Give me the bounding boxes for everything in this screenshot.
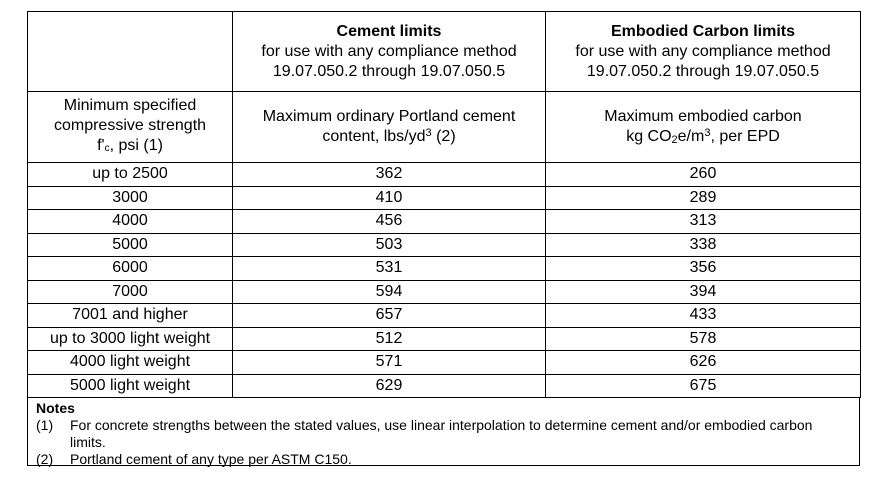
cement-note-ref: (2): [431, 128, 456, 145]
carbon-limits-line2: 19.07.050.2 through 19.07.050.5: [586, 62, 820, 80]
carbon-cell: 356: [545, 256, 861, 281]
cement-units-sup: 3: [425, 127, 432, 139]
cement-limits-title: Cement limits: [336, 22, 442, 40]
header-carbon-cell: Embodied Carbon limits for use with any …: [545, 11, 861, 92]
cement-limits-line1: for use with any compliance method: [261, 42, 517, 60]
co2-subscript: 2: [671, 134, 678, 146]
table-row: 5000 light weight 629 675: [27, 373, 861, 398]
carbon-units-sup: 3: [704, 127, 711, 139]
carbon-cell: 578: [545, 326, 861, 351]
strength-cell: 6000: [27, 256, 233, 281]
strength-cell: 4000 light weight: [27, 350, 233, 375]
table-row: 4000 light weight 571 626: [27, 350, 861, 375]
carbon-cell: 433: [545, 303, 861, 328]
cement-cell: 657: [232, 303, 546, 328]
strength-cell: 5000 light weight: [27, 373, 233, 398]
fc-symbol: f': [97, 136, 105, 154]
cement-header-line1: Maximum ordinary Portland cement: [262, 108, 516, 125]
strength-column-header: Minimum specified compressive strength f…: [27, 91, 233, 163]
cement-cell: 456: [232, 209, 546, 234]
note-text: Portland cement of any type per ASTM C15…: [70, 451, 352, 467]
carbon-header-line1: Maximum embodied carbon: [604, 108, 802, 125]
table-row: 6000 531 356: [27, 256, 861, 281]
fc-subscript: c: [104, 142, 110, 154]
carbon-cell: 675: [545, 373, 861, 398]
fc-units: , psi (1): [109, 136, 163, 154]
cement-units: content, lbs/yd: [322, 128, 426, 145]
carbon-cell: 626: [545, 350, 861, 375]
strength-cell: up to 3000 light weight: [27, 326, 233, 351]
cement-column-header: Maximum ordinary Portland cement content…: [232, 91, 546, 163]
cement-limits-line2: 19.07.050.2 through 19.07.050.5: [272, 62, 506, 80]
cement-cell: 410: [232, 185, 546, 210]
strength-header-line2: compressive strength: [53, 116, 207, 134]
cement-cell: 594: [232, 279, 546, 304]
note-number: (2): [36, 451, 54, 467]
carbon-cell: 289: [545, 185, 861, 210]
cement-cell: 503: [232, 232, 546, 257]
note-text: For concrete strengths between the state…: [70, 417, 813, 450]
subheader-row: Minimum specified compressive strength f…: [27, 91, 861, 163]
carbon-column-header: Maximum embodied carbon kg CO2e/m3, per …: [545, 91, 861, 163]
strength-cell: 5000: [27, 232, 233, 257]
note-number: (1): [36, 417, 54, 433]
carbon-limits-title: Embodied Carbon limits: [610, 22, 795, 40]
header-cement-cell: Cement limits for use with any complianc…: [232, 11, 546, 92]
carbon-cell: 260: [545, 162, 861, 187]
strength-cell: 7000: [27, 279, 233, 304]
table-row: up to 2500 362 260: [27, 162, 861, 187]
limits-table: Cement limits for use with any complianc…: [27, 11, 861, 398]
notes-title: Notes: [36, 400, 75, 416]
carbon-units-b: e/m: [677, 128, 705, 145]
strength-header-line1: Minimum specified: [63, 96, 197, 114]
header-row: Cement limits for use with any complianc…: [27, 11, 861, 92]
table-row: up to 3000 light weight 512 578: [27, 326, 861, 351]
note-item: (2) Portland cement of any type per ASTM…: [36, 451, 859, 468]
cement-cell: 629: [232, 373, 546, 398]
cement-cell: 531: [232, 256, 546, 281]
carbon-cell: 338: [545, 232, 861, 257]
table-row: 4000 456 313: [27, 209, 861, 234]
carbon-header-line2: kg CO2e/m3, per EPD: [546, 127, 860, 147]
cement-header-line2: content, lbs/yd3 (2): [233, 127, 545, 147]
note-item: (1) For concrete strengths between the s…: [36, 417, 859, 451]
carbon-cell: 394: [545, 279, 861, 304]
limits-table-container: Cement limits for use with any complianc…: [27, 11, 861, 468]
strength-cell: up to 2500: [27, 162, 233, 187]
cement-cell: 362: [232, 162, 546, 187]
table-row: 7001 and higher 657 433: [27, 303, 861, 328]
strength-cell: 4000: [27, 209, 233, 234]
carbon-units-a: kg CO: [626, 128, 672, 145]
strength-cell: 7001 and higher: [27, 303, 233, 328]
table-row: 3000 410 289: [27, 185, 861, 210]
header-empty-cell: [27, 11, 233, 92]
carbon-cell: 313: [545, 209, 861, 234]
strength-header-line3: f'c, psi (1): [28, 136, 232, 159]
table-row: 5000 503 338: [27, 232, 861, 257]
cement-cell: 512: [232, 326, 546, 351]
carbon-limits-line1: for use with any compliance method: [575, 42, 831, 60]
cement-cell: 571: [232, 350, 546, 375]
table-row: 7000 594 394: [27, 279, 861, 304]
carbon-units-c: , per EPD: [710, 128, 780, 145]
strength-cell: 3000: [27, 185, 233, 210]
notes-section: Notes (1) For concrete strengths between…: [27, 398, 860, 468]
